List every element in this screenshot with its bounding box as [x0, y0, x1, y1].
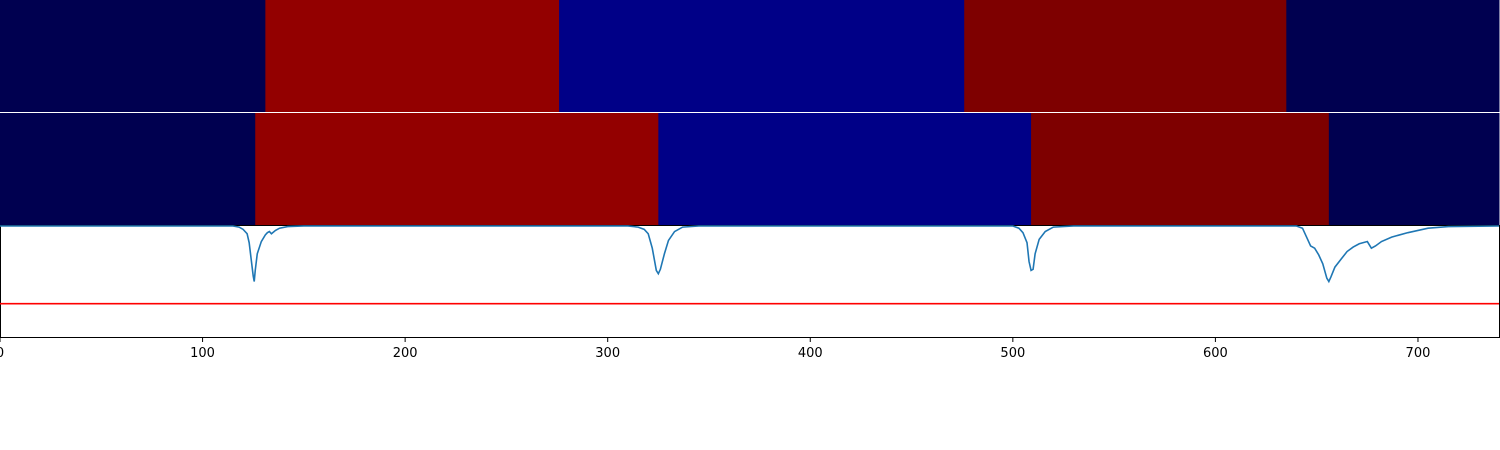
- segment-bar: [964, 0, 1287, 112]
- line-panel-frame: [0, 225, 1500, 338]
- segment-bar: [1328, 113, 1500, 225]
- segment-bar: [559, 0, 965, 112]
- x-tick-label: 700: [1406, 346, 1431, 361]
- segment-bar: [1286, 0, 1500, 112]
- x-tick-label: 600: [1203, 346, 1228, 361]
- x-axis: 0 100 200 300 400 500 600 700: [0, 338, 1430, 361]
- x-tick-label: 500: [1000, 346, 1025, 361]
- confidence-line-panel: [0, 225, 1500, 338]
- x-tick-label: 0: [0, 346, 4, 361]
- confidence-line: [0, 225, 1500, 284]
- x-tick-label: 400: [798, 346, 823, 361]
- segment-bar: [0, 0, 266, 112]
- segment-bar: [0, 113, 256, 225]
- segment-bar: [658, 113, 1032, 225]
- x-tick-label: 100: [190, 346, 215, 361]
- prediction-segment-row: [0, 113, 1500, 225]
- segment-bar: [265, 0, 560, 112]
- x-tick-label: 200: [393, 346, 418, 361]
- segment-bar: [255, 113, 659, 225]
- ground-truth-segment-row: [0, 0, 1500, 112]
- x-tick-label: 300: [595, 346, 620, 361]
- segment-bar: [1031, 113, 1330, 225]
